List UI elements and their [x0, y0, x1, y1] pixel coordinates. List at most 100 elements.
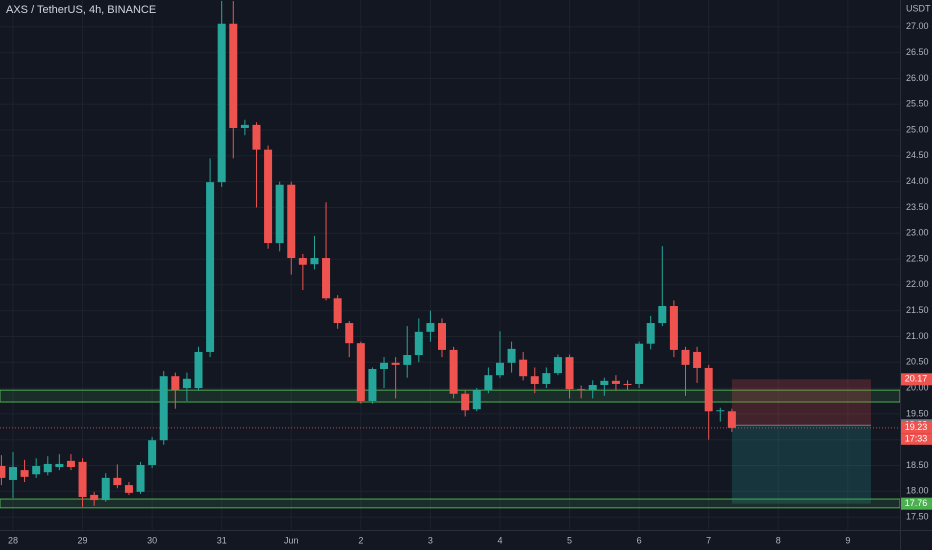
x-tick-label: 31	[217, 535, 227, 545]
candle-body	[437, 323, 446, 350]
candle-body	[66, 460, 75, 468]
candle-body	[159, 376, 168, 441]
y-tick-label: 25.50	[906, 99, 929, 109]
candle-body	[414, 331, 423, 356]
chart-title: AXS / TetherUS, 4h, BINANCE	[6, 4, 156, 16]
y-tick-label: 19.50	[906, 408, 929, 418]
candle-body	[577, 389, 586, 391]
candle-body	[542, 373, 551, 384]
candle-body	[171, 376, 180, 391]
candle-body	[646, 323, 655, 344]
y-tick-label: 25.00	[906, 124, 929, 134]
x-tick-label: 6	[637, 535, 642, 545]
y-tick-label: 22.00	[906, 279, 929, 289]
y-tick-label: 20.50	[906, 357, 929, 367]
candle-body	[240, 124, 249, 128]
candle-body	[519, 359, 528, 377]
x-tick-label: 2	[358, 535, 363, 545]
candle-body	[530, 376, 539, 384]
x-tick-label: 4	[497, 535, 502, 545]
candle-body	[727, 411, 736, 428]
candle-body	[495, 362, 504, 376]
last-price-label: 19.23	[905, 422, 928, 432]
candle-body	[565, 357, 574, 390]
candle-body	[588, 384, 597, 391]
candle-body	[449, 349, 458, 394]
x-tick-label: 30	[147, 535, 157, 545]
candle-body	[611, 380, 620, 384]
candle-body	[182, 378, 191, 389]
x-tick-label: 29	[78, 535, 88, 545]
candle-body	[635, 343, 644, 384]
candle-body	[20, 470, 29, 477]
candle-body	[669, 306, 678, 350]
candle-body	[623, 383, 632, 385]
candle-body	[600, 380, 609, 385]
x-tick-label: 5	[567, 535, 572, 545]
candle-body	[426, 323, 435, 332]
candle-body	[275, 184, 284, 244]
last-price-label-box	[901, 421, 932, 434]
candle-body	[194, 351, 203, 389]
candle-body	[333, 298, 342, 324]
target-label-box	[901, 497, 932, 510]
candle-body	[78, 461, 87, 497]
candle-body	[124, 485, 133, 493]
candle-body	[704, 367, 713, 412]
stop-label: 20.17	[905, 374, 928, 384]
stop-label-box	[901, 373, 932, 386]
y-tick-label: 26.00	[906, 73, 929, 83]
candle-body	[229, 23, 238, 128]
candle-body	[461, 393, 470, 411]
position-risk	[731, 379, 872, 426]
candle-body	[136, 464, 145, 492]
candle-body	[507, 348, 516, 363]
x-tick-label: 28	[8, 535, 18, 545]
y-tick-label: 18.00	[906, 486, 929, 496]
y-tick-label: 22.50	[906, 253, 929, 263]
candle-body	[0, 466, 6, 478]
target-label: 17.76	[905, 498, 928, 508]
y-tick-label: 24.00	[906, 176, 929, 186]
candle-body	[252, 124, 261, 150]
candle-body	[368, 368, 377, 401]
axis-unit: USDT	[906, 3, 931, 13]
candle-body	[148, 440, 157, 465]
candle-body	[310, 258, 319, 265]
candle-body	[681, 349, 690, 365]
x-tick-label: 8	[776, 535, 781, 545]
countdown: 17:33	[905, 434, 928, 444]
x-tick-label: 7	[706, 535, 711, 545]
candle-body	[287, 184, 296, 259]
candle-body	[298, 258, 307, 265]
candle-body	[55, 463, 64, 468]
y-tick-label: 26.50	[906, 47, 929, 57]
y-tick-label: 21.00	[906, 331, 929, 341]
candle-body	[345, 323, 354, 344]
position-reward	[731, 425, 872, 504]
candle-body	[391, 362, 400, 365]
candle-body	[43, 463, 52, 473]
candle-body	[693, 351, 702, 368]
candle-body	[8, 467, 17, 480]
y-tick-label: 17.50	[906, 511, 929, 521]
candle-body	[32, 466, 41, 475]
y-tick-label: 27.00	[906, 21, 929, 31]
y-tick-label: 23.00	[906, 228, 929, 238]
candle-body	[484, 375, 493, 391]
candle-body	[206, 182, 215, 352]
candle-body	[403, 355, 412, 365]
candle-body	[380, 362, 389, 369]
countdown-box	[901, 433, 932, 445]
x-tick-label: 3	[428, 535, 433, 545]
y-tick-label: 20.00	[906, 382, 929, 392]
y-tick-label: 23.50	[906, 202, 929, 212]
candle-body	[658, 306, 667, 324]
candle-body	[322, 258, 331, 299]
candle-body	[101, 477, 110, 501]
candle-body	[217, 23, 226, 183]
y-tick-label: 21.50	[906, 305, 929, 315]
candle-body	[356, 343, 365, 401]
y-tick-label: 18.50	[906, 460, 929, 470]
